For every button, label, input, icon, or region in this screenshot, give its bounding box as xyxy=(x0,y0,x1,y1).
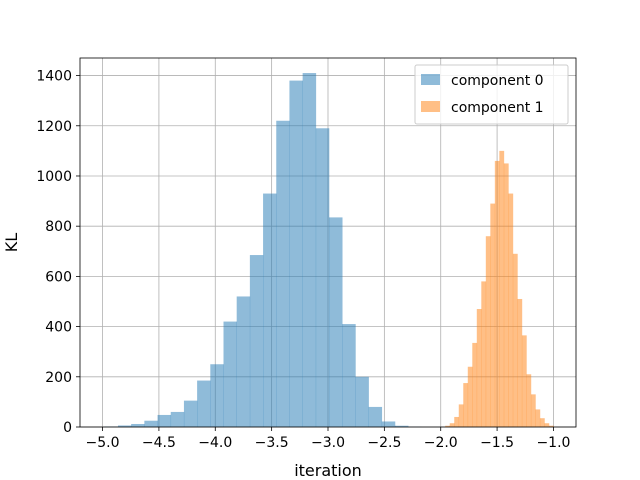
bar-series-1-bin-12 xyxy=(499,150,505,427)
bar-series-0-bin-17 xyxy=(329,217,343,427)
bar-series-0-bin-3 xyxy=(144,420,158,427)
bar-series-1-bin-15 xyxy=(512,253,518,427)
bar-series-0-bin-15 xyxy=(302,73,317,428)
x-tick-label-5: −2.5 xyxy=(367,435,401,451)
bar-series-1-bin-16 xyxy=(517,298,523,427)
x-axis-label: iteration xyxy=(294,461,362,480)
bar-series-0-bin-7 xyxy=(197,380,211,427)
bar-series-0-bin-20 xyxy=(368,406,383,427)
y-tick-label-2: 400 xyxy=(45,320,72,336)
bar-series-0-bin-12 xyxy=(263,193,277,427)
x-tick-label-0: −5.0 xyxy=(86,435,120,451)
legend-swatch-component-1 xyxy=(421,101,440,112)
bar-series-1-bin-14 xyxy=(508,193,514,427)
bar-series-0-bin-1 xyxy=(117,425,132,427)
bar-series-0-bin-13 xyxy=(276,120,290,428)
bar-series-1-bin-1 xyxy=(449,423,455,427)
y-axis-ticks: 0 200 400 600 800 1000 1200 1400 xyxy=(36,69,80,436)
y-axis-label: KL xyxy=(2,233,21,252)
bar-series-0-bin-9 xyxy=(223,321,237,427)
histogram-bars xyxy=(104,73,554,428)
bar-series-1-bin-20 xyxy=(535,409,541,427)
y-tick-label-6: 1200 xyxy=(36,119,72,135)
bar-series-1-bin-22 xyxy=(544,423,550,427)
x-tick-label-6: −2.0 xyxy=(424,435,458,451)
bar-series-0-bin-19 xyxy=(355,376,369,427)
legend-label-component-1: component 1 xyxy=(451,100,544,116)
bar-series-1-bin-7 xyxy=(476,309,482,427)
bar-series-0-bin-4 xyxy=(157,414,172,427)
x-tick-label-3: −3.5 xyxy=(255,435,289,451)
bar-series-1-bin-5 xyxy=(467,366,473,427)
bar-series-0-bin-11 xyxy=(249,255,264,427)
legend-swatch-component-0 xyxy=(421,74,440,85)
bar-series-0-bin-14 xyxy=(289,80,303,428)
legend-box xyxy=(414,64,569,125)
bar-series-1-bin-18 xyxy=(526,374,532,427)
x-tick-label-4: −3.0 xyxy=(311,435,345,451)
bar-series-1-bin-21 xyxy=(539,418,545,427)
y-tick-label-4: 800 xyxy=(45,219,72,235)
bar-series-0-bin-6 xyxy=(183,400,198,427)
bar-series-0-bin-5 xyxy=(170,411,185,427)
bar-series-1-bin-0 xyxy=(445,425,451,427)
bar-series-1-bin-13 xyxy=(503,163,509,427)
bar-series-1-bin-9 xyxy=(485,236,491,427)
bar-series-1-bin-11 xyxy=(494,160,500,427)
bar-series-1-bin-8 xyxy=(481,281,487,427)
y-tick-label-0: 0 xyxy=(63,420,72,436)
x-tick-label-8: −1.0 xyxy=(536,435,570,451)
bar-series-1-bin-10 xyxy=(490,203,496,427)
bar-series-0-bin-10 xyxy=(236,296,251,427)
x-tick-label-7: −1.5 xyxy=(480,435,514,451)
bar-series-1-bin-19 xyxy=(530,394,536,427)
bar-series-1-bin-2 xyxy=(454,416,460,427)
bar-series-0-bin-22 xyxy=(394,425,409,427)
y-tick-label-5: 1000 xyxy=(36,169,72,185)
bar-series-0-bin-21 xyxy=(381,421,396,427)
y-tick-label-7: 1400 xyxy=(36,69,72,85)
y-tick-label-1: 200 xyxy=(45,370,72,386)
x-tick-label-1: −4.5 xyxy=(142,435,176,451)
bar-series-1-bin-6 xyxy=(472,342,478,427)
legend-label-component-0: component 0 xyxy=(451,73,544,89)
bar-series-1-bin-23 xyxy=(548,425,554,427)
y-tick-label-3: 600 xyxy=(45,269,72,285)
bar-series-1-bin-4 xyxy=(463,383,469,427)
x-axis-ticks: −5.0 −4.5 −4.0 −3.5 −3.0 −2.5 −2.0 −1.5 −1.0 xyxy=(86,427,570,451)
bar-series-0-bin-18 xyxy=(342,324,356,427)
bar-series-0-bin-8 xyxy=(210,364,224,427)
bar-series-0-bin-2 xyxy=(131,423,145,427)
bar-series-0-bin-16 xyxy=(315,128,330,428)
legend: component 0 component 1 xyxy=(414,64,569,125)
x-tick-label-2: −4.0 xyxy=(198,435,232,451)
bar-series-1-bin-17 xyxy=(521,335,527,427)
bar-series-1-bin-3 xyxy=(458,404,464,427)
